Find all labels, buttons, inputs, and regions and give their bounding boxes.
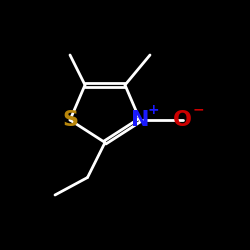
- Text: O: O: [173, 110, 192, 130]
- Text: −: −: [192, 102, 204, 117]
- Text: N: N: [131, 110, 149, 130]
- Text: +: +: [147, 102, 159, 117]
- Text: S: S: [62, 110, 78, 130]
